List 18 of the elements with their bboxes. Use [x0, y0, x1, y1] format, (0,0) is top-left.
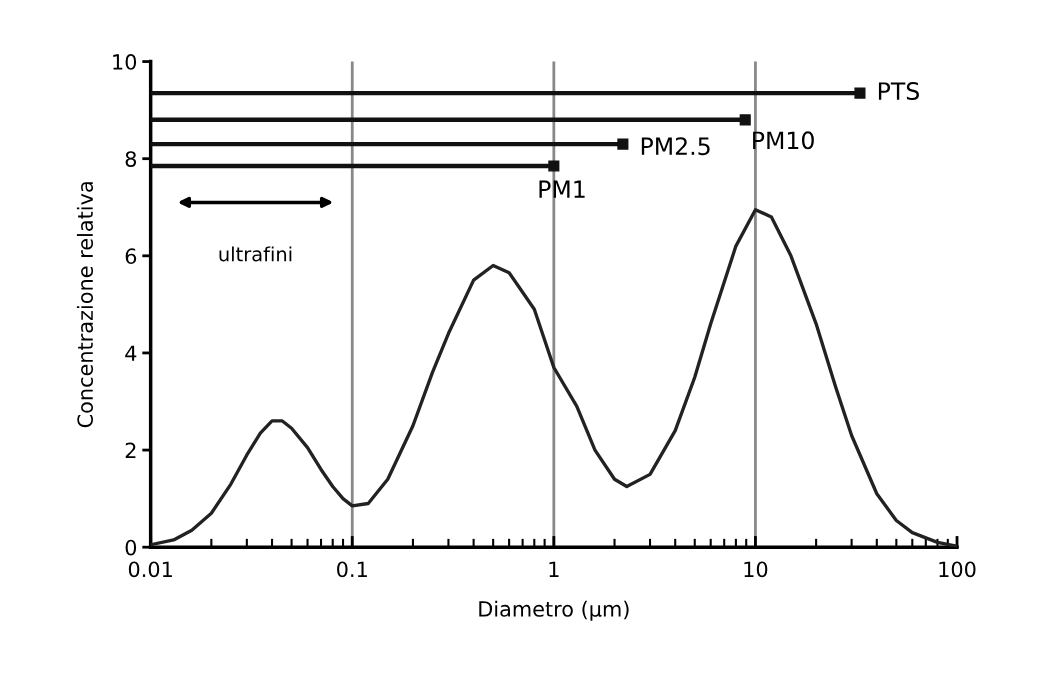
x-axis-title: Diametro (μm): [479, 600, 629, 621]
x-tick-label: 1: [549, 561, 559, 577]
y-tick-label: 8: [125, 151, 137, 167]
x-tick-label: 100: [939, 561, 976, 578]
y-tick-label: 10: [113, 54, 137, 70]
x-tick-label: 0.01: [128, 561, 172, 578]
series-label: PM1: [539, 180, 585, 198]
series-label: PM10: [753, 131, 814, 150]
series-label: PTS: [878, 82, 919, 100]
y-axis-title: Concentrazione relativa: [76, 182, 94, 428]
x-tick-label: 10: [744, 561, 768, 578]
y-tick-label: 4: [125, 345, 137, 361]
y-tick-label: 6: [125, 248, 137, 265]
series-label: PM2.5: [641, 137, 710, 156]
annotation: ultrafini: [219, 246, 292, 262]
y-tick-label: 0: [125, 539, 137, 556]
y-tick-label: 2: [125, 442, 136, 458]
x-tick-label: 0.1: [337, 561, 367, 578]
